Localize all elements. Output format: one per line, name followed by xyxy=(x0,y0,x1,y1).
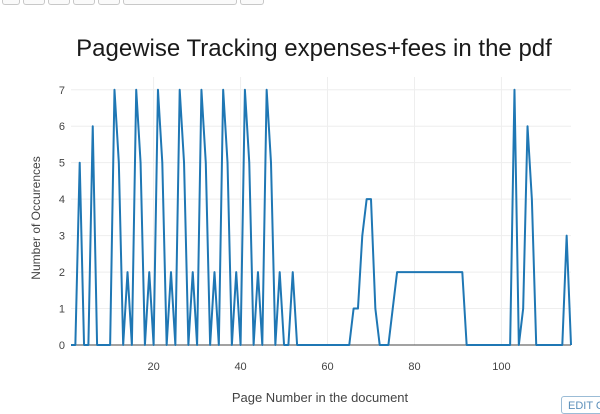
x-tick-label: 60 xyxy=(321,361,333,373)
x-tick-label: 40 xyxy=(234,361,246,373)
modebar-toolbar xyxy=(0,0,600,6)
y-axis-title: Number of Occurences xyxy=(29,156,43,279)
y-tick-label: 1 xyxy=(59,304,65,316)
toolbar-button[interactable] xyxy=(2,0,20,5)
y-tick-label: 2 xyxy=(59,267,65,279)
y-tick-label: 4 xyxy=(59,194,65,206)
x-tick-label: 100 xyxy=(492,361,510,373)
y-tick-label: 6 xyxy=(59,121,65,133)
y-tick-label: 7 xyxy=(59,85,65,97)
y-tick-label: 0 xyxy=(59,340,65,352)
series-layer xyxy=(71,88,572,346)
toolbar-button[interactable] xyxy=(48,0,70,5)
edit-chart-button[interactable]: EDIT CHART xyxy=(561,396,600,414)
chart-title: Pagewise Tracking expenses+fees in the p… xyxy=(76,35,552,62)
toolbar-button[interactable] xyxy=(73,0,95,5)
y-tick-label: 3 xyxy=(59,231,65,243)
x-tick-label: 20 xyxy=(147,361,159,373)
x-axis-title: Page Number in the document xyxy=(232,390,409,405)
series-line xyxy=(71,88,572,346)
x-tick-label: 80 xyxy=(408,361,420,373)
toolbar-button[interactable] xyxy=(240,0,264,5)
y-tick-label: 5 xyxy=(59,158,65,170)
gridlines xyxy=(71,77,571,345)
toolbar-button[interactable] xyxy=(123,0,237,5)
toolbar-button[interactable] xyxy=(98,0,120,5)
toolbar-button[interactable] xyxy=(23,0,45,5)
